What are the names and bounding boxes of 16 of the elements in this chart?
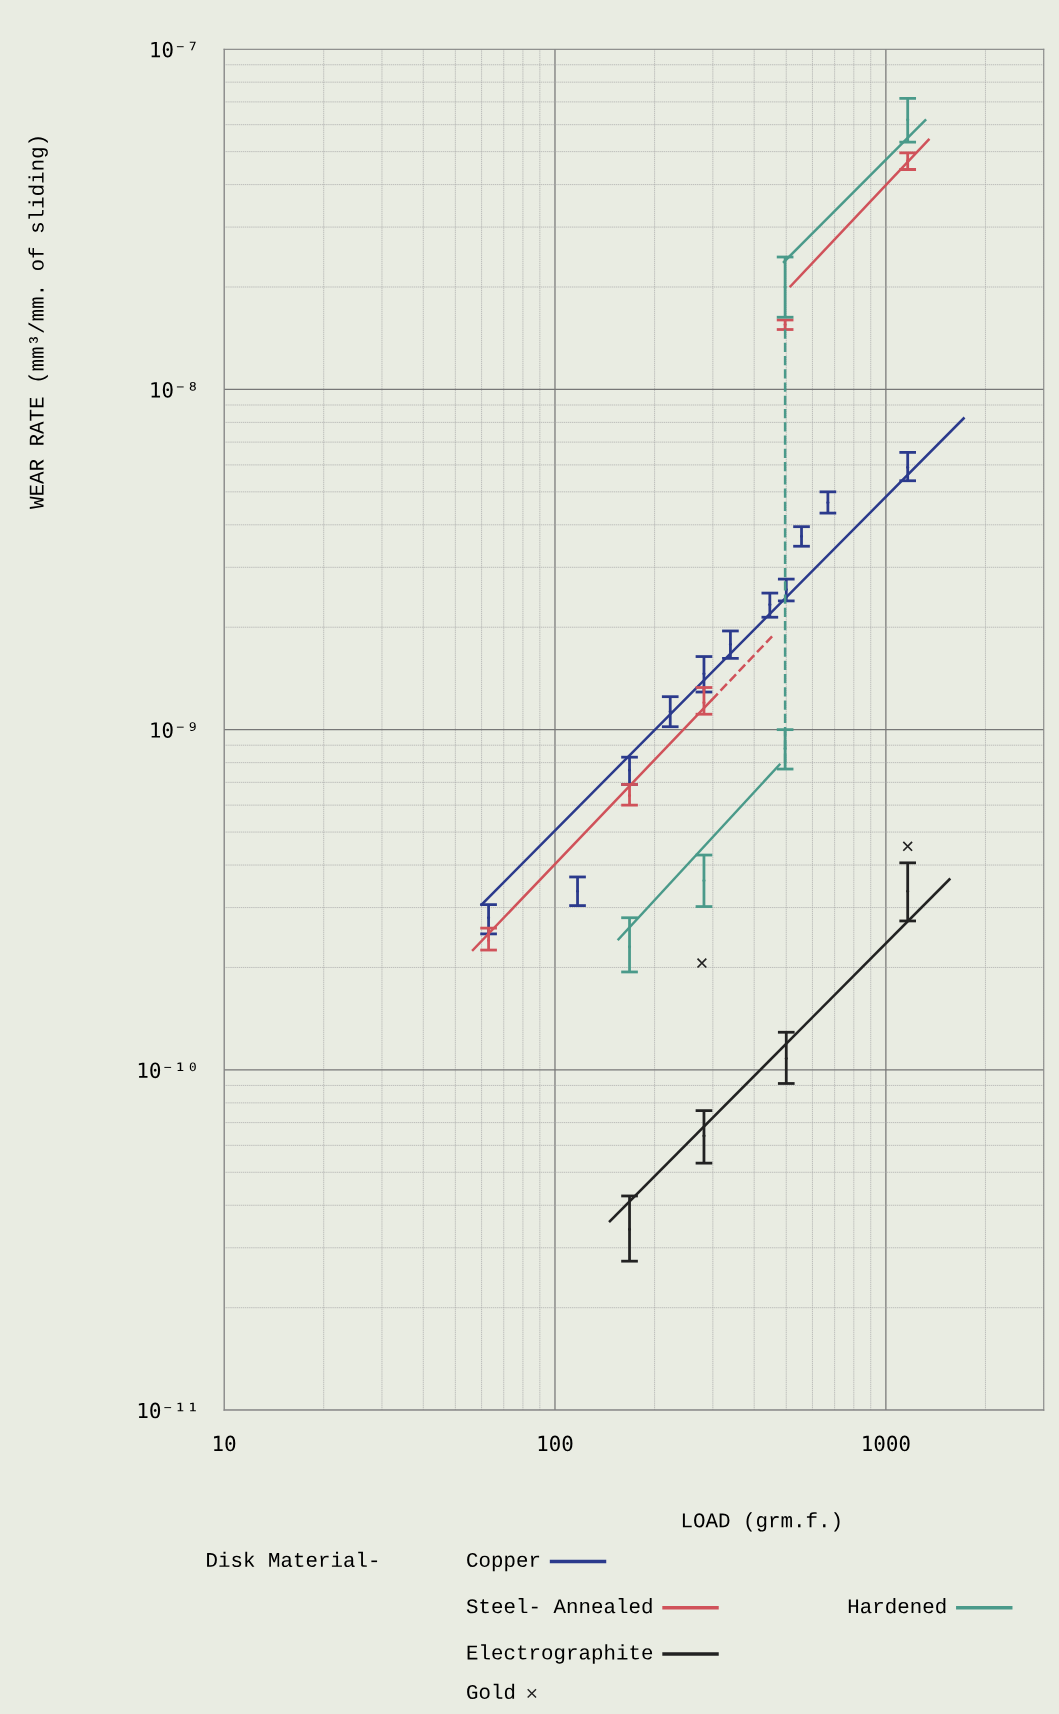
legend-label: Electrographite: [467, 1644, 653, 1664]
y-axis-title: WEAR RATE (mm³/mm. of sliding): [28, 137, 48, 509]
legend-label: Steel- Annealed: [466, 1598, 652, 1614]
legend-label: Gold: [467, 1683, 515, 1700]
x-tick-label: 100: [538, 1435, 573, 1452]
y-tick-label: 10⁻⁷: [151, 41, 196, 58]
y-tick-label: 10⁻¹⁰: [138, 1062, 196, 1079]
legend-title: Disk Material-: [207, 1551, 378, 1568]
legend-label: Hardened: [848, 1598, 946, 1614]
x-axis-title: LOAD (grm.f.): [682, 1512, 840, 1532]
legend-label: Copper: [467, 1552, 540, 1572]
x-tick-label: 10: [214, 1435, 236, 1452]
y-tick-label: 10⁻¹¹: [138, 1402, 196, 1419]
y-tick-label: 10⁻⁸: [151, 381, 196, 398]
x-tick-label: 1000: [863, 1435, 910, 1452]
y-tick-label: 10⁻⁹: [151, 722, 196, 738]
